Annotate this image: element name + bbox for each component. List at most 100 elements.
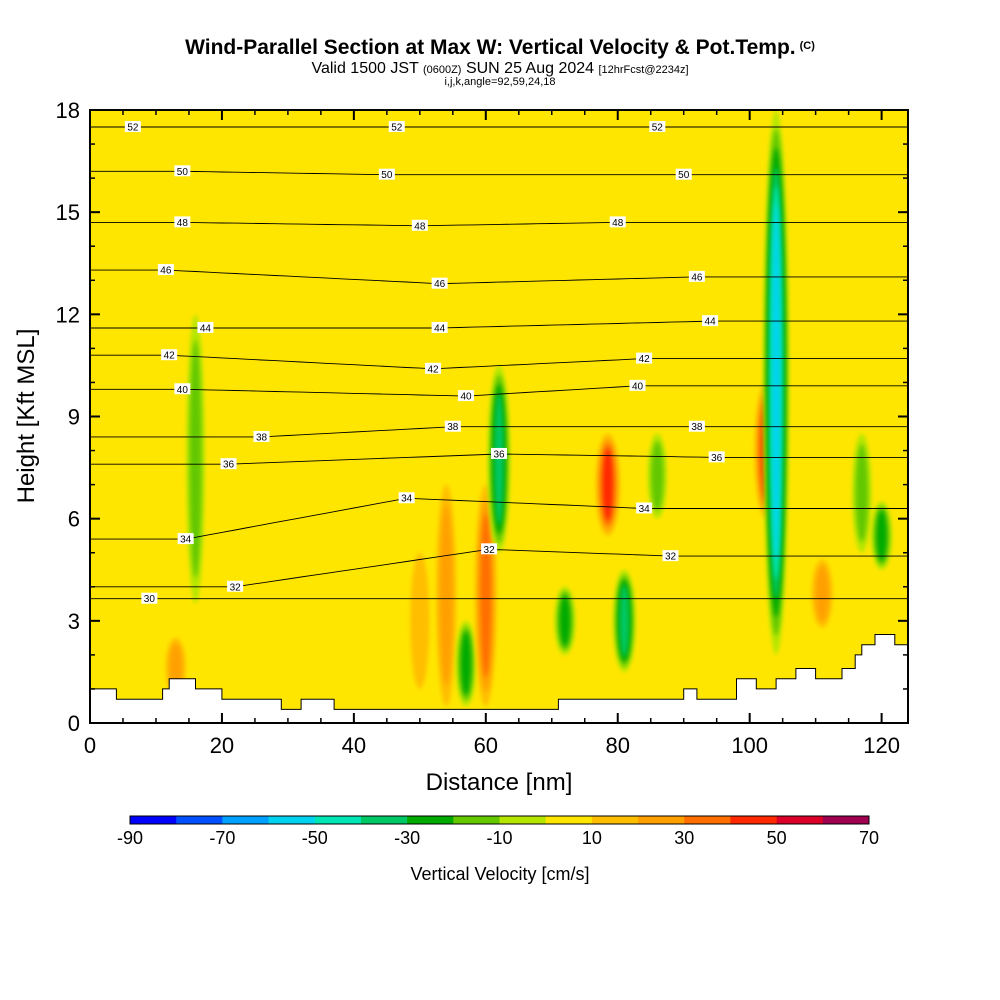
theta-label: 32: [227, 580, 244, 593]
x-tick-label: 20: [210, 733, 234, 758]
colorbar-tick-label: -90: [117, 828, 143, 848]
theta-label-text: 38: [256, 432, 268, 443]
theta-label: 48: [411, 219, 428, 232]
velocity-cell-level: [480, 513, 492, 678]
velocity-cell-level: [189, 340, 202, 578]
theta-label: 46: [688, 270, 705, 283]
theta-contour-44: [90, 320, 908, 329]
colorbar-swatch: [545, 816, 593, 824]
velocity-cell-level: [651, 441, 664, 512]
velocity-cell-level: [619, 585, 629, 657]
theta-label-text: 46: [691, 272, 703, 283]
theta-label-text: 32: [665, 552, 677, 563]
colorbar-tick-label: 10: [582, 828, 602, 848]
theta-label: 50: [378, 168, 395, 181]
theta-label-text: 50: [177, 167, 189, 178]
colorbar-swatch: [730, 816, 778, 824]
theta-label-text: 40: [460, 392, 472, 403]
theta-label-text: 52: [127, 123, 139, 134]
theta-label-text: 52: [391, 123, 403, 134]
velocity-cell-level: [439, 504, 453, 687]
theta-contour-38: [90, 426, 908, 438]
theta-label-text: 36: [223, 460, 235, 471]
y-tick-label: 18: [56, 98, 80, 123]
velocity-cell: [871, 501, 893, 570]
colorbar-frame: [129, 815, 870, 825]
theta-label-text: 40: [177, 385, 189, 396]
colorbar-tick-label: -50: [302, 828, 328, 848]
theta-label-text: 50: [678, 170, 690, 181]
theta-label-text: 44: [434, 323, 446, 334]
colorbar-swatch: [776, 816, 824, 824]
theta-label: 32: [481, 543, 498, 556]
y-tick-label: 6: [68, 507, 80, 532]
colorbar-swatch: [268, 816, 316, 824]
theta-label-text: 32: [484, 545, 496, 556]
velocity-cell: [852, 433, 872, 553]
velocity-cell-level: [876, 510, 887, 561]
theta-label: 36: [491, 447, 507, 460]
theta-label-text: 40: [632, 381, 644, 392]
theta-label: 48: [174, 216, 191, 229]
velocity-cell-level: [559, 595, 571, 647]
colorbar-swatch: [499, 816, 547, 824]
colorbar-tick-label: 70: [859, 828, 879, 848]
colorbar-swatch: [684, 816, 731, 824]
colorbar-swatch: [638, 816, 685, 824]
y-tick-label: 0: [68, 711, 80, 736]
theta-label: 44: [431, 321, 448, 334]
theta-label-text: 36: [493, 449, 505, 460]
colorbar-tick-label: -10: [486, 828, 512, 848]
theta-label-text: 42: [639, 354, 651, 365]
y-tick-label: 9: [68, 405, 80, 430]
velocity-cell: [613, 569, 636, 672]
theta-label-text: 46: [434, 279, 446, 290]
colorbar-swatch: [360, 816, 408, 824]
theta-label-text: 34: [639, 504, 651, 515]
theta-label: 44: [702, 315, 719, 328]
theta-label: 36: [220, 458, 237, 471]
theta-label-text: 36: [711, 453, 723, 464]
velocity-cell: [455, 620, 477, 706]
theta-label: 44: [197, 321, 214, 334]
y-tick-label: 12: [56, 302, 80, 327]
theta-label: 42: [636, 352, 653, 365]
theta-label: 50: [675, 168, 692, 181]
colorbar-swatch: [130, 816, 177, 824]
theta-label: 48: [609, 216, 626, 229]
theta-label-text: 30: [144, 594, 156, 605]
theta-label-text: 38: [447, 422, 459, 433]
theta-label: 40: [629, 379, 646, 392]
colorbar-tick-label: 50: [767, 828, 787, 848]
colorbar-tick-label: -70: [209, 828, 235, 848]
theta-label-text: 32: [230, 582, 242, 593]
theta-label: 36: [708, 451, 725, 464]
velocity-cell: [811, 559, 833, 628]
velocity-cell-level: [461, 631, 471, 696]
theta-label: 42: [425, 362, 442, 375]
velocity-cell: [410, 552, 430, 689]
chart-indices: i,j,k,angle=92,59,24,18: [444, 76, 556, 88]
theta-label: 34: [398, 492, 415, 505]
theta-label: 32: [662, 550, 679, 563]
forecast-tag: [12hrFcst@2234z]: [598, 64, 689, 76]
velocity-cell-level: [815, 565, 829, 622]
terrain-fill: [90, 634, 908, 723]
theta-contour-48: [90, 221, 908, 227]
colorbar-tick-label: -30: [394, 828, 420, 848]
y-axis-title: Height [Kft MSL]: [13, 329, 40, 504]
velocity-cell: [647, 433, 667, 519]
colorbar-swatch: [591, 816, 639, 824]
theta-label-text: 50: [381, 170, 393, 181]
colorbar-swatch: [407, 816, 454, 824]
theta-label-text: 52: [652, 123, 664, 134]
colorbar: -90 -70 -50 -30 -10 10 30 50 70: [117, 815, 879, 848]
velocity-cell-level: [855, 444, 869, 542]
theta-label-text: 42: [164, 351, 176, 362]
valid-utc: (0600Z): [422, 64, 462, 76]
velocity-cell-level: [603, 448, 613, 521]
theta-label: 52: [124, 121, 141, 134]
theta-label: 38: [444, 420, 461, 433]
x-tick-label: 120: [863, 733, 900, 758]
theta-contour-46: [90, 269, 908, 284]
